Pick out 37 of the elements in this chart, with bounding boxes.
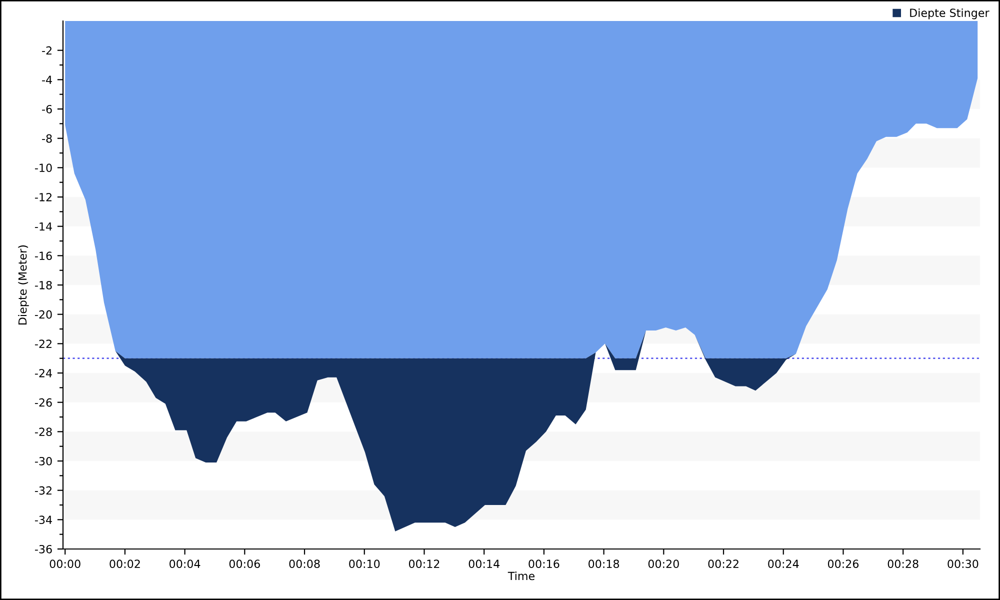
legend-label: Diepte Stinger: [910, 8, 990, 20]
x-axis-title: Time: [508, 572, 534, 580]
y-tick-label: -18: [34, 280, 52, 290]
y-tick-label: -28: [34, 428, 52, 436]
x-tick-label: 00:12: [408, 560, 440, 568]
x-tick-label: 00:24: [768, 560, 799, 568]
y-tick-label: -32: [34, 486, 52, 495]
y-tick-label: -2: [42, 46, 52, 55]
x-tick-label: 00:08: [289, 560, 320, 568]
x-tick-label: 00:18: [588, 560, 620, 568]
y-tick-label: -16: [34, 252, 52, 260]
x-tick-label: 00:02: [110, 560, 140, 568]
x-tick-label: 00:10: [349, 560, 380, 568]
y-tick-label: -20: [34, 310, 52, 319]
y-tick-label: -26: [34, 398, 52, 407]
y-tick-label: -24: [34, 368, 52, 378]
x-tick-label: 00:20: [648, 560, 679, 568]
y-tick-label: -14: [34, 222, 52, 231]
y-tick-label: -10: [34, 164, 52, 172]
x-tick-label: 00:06: [229, 560, 260, 568]
x-tick-label: 00:28: [888, 560, 918, 568]
y-axis-title: Diepte (Meter): [18, 245, 29, 324]
x-tick-label: 00:22: [708, 560, 738, 568]
x-tick-label: 00:30: [948, 560, 978, 568]
x-tick-label: 00:14: [468, 560, 500, 568]
y-tick-label: -8: [42, 134, 52, 143]
y-tick-label: -4: [42, 76, 52, 84]
y-tick-label: -12: [34, 192, 52, 202]
x-tick-label: 00:04: [170, 560, 200, 568]
x-tick-label: 00:00: [50, 560, 80, 568]
y-tick-label: -22: [34, 340, 52, 348]
y-tick-label: -6: [42, 104, 52, 114]
y-tick-label: -30: [34, 456, 52, 466]
y-tick-label: -36: [34, 544, 52, 554]
x-tick-label: 00:16: [528, 560, 560, 568]
x-tick-label: 00:26: [828, 560, 859, 568]
y-tick-label: -34: [34, 516, 52, 524]
